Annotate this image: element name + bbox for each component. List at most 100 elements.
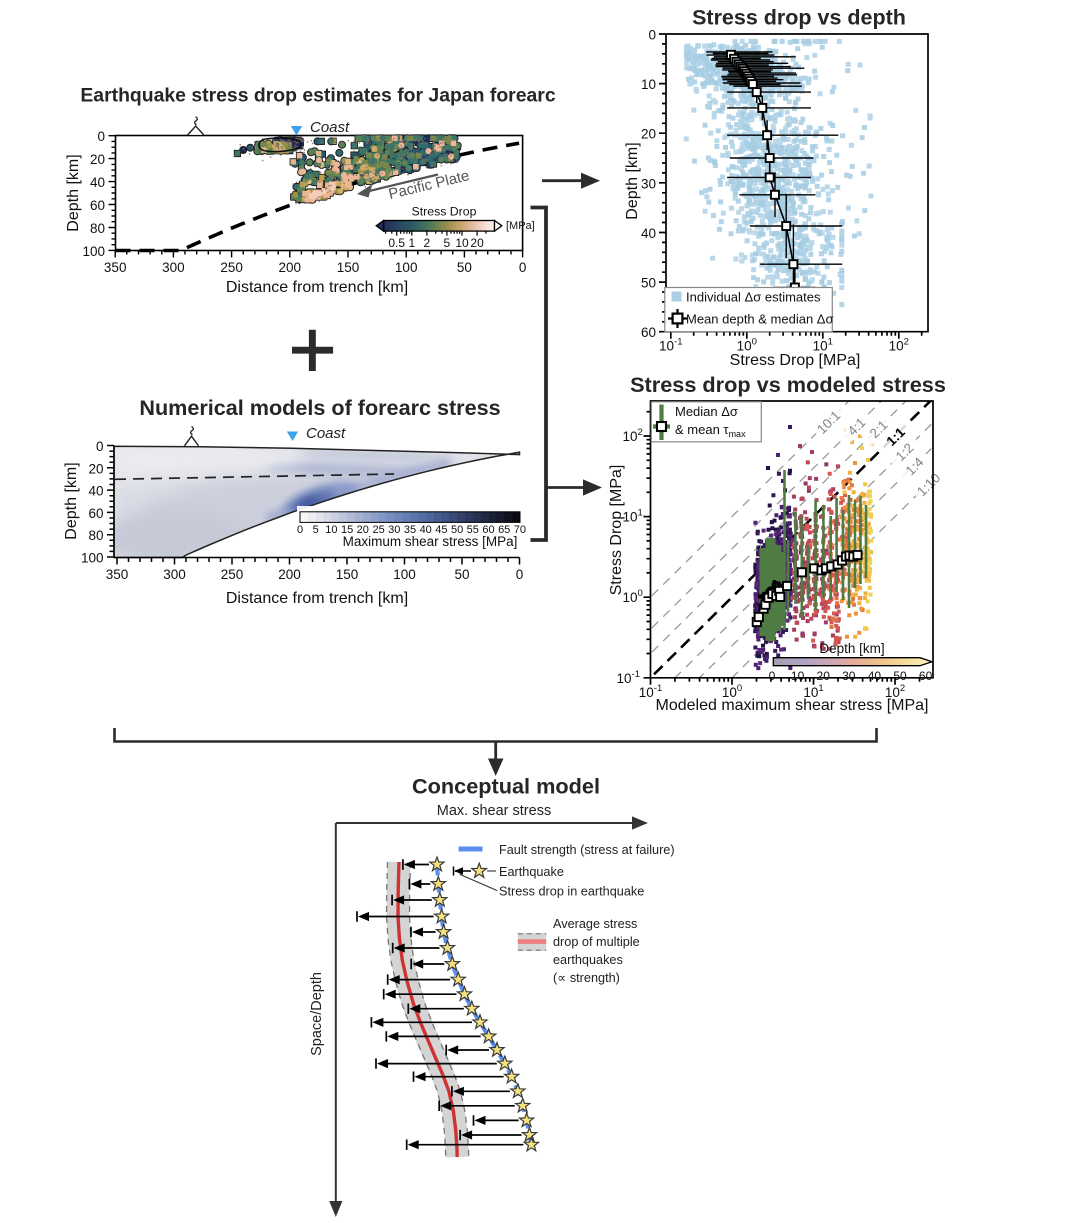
svg-text:70: 70 <box>514 524 526 536</box>
svg-text:Median Δσ: Median Δσ <box>675 404 738 419</box>
svg-text:10: 10 <box>455 236 469 250</box>
svg-text:100: 100 <box>82 244 105 259</box>
svg-text:Conceptual model: Conceptual model <box>412 774 600 799</box>
svg-text:100: 100 <box>395 260 418 275</box>
svg-text:100: 100 <box>81 551 104 566</box>
svg-text:Stress drop vs modeled stress: Stress drop vs modeled stress <box>630 372 946 397</box>
svg-text:200: 200 <box>279 260 302 275</box>
svg-text:& mean τmax: & mean τmax <box>675 422 746 439</box>
svg-text:1: 1 <box>408 236 415 250</box>
svg-text:Mean depth & median Δσ: Mean depth & median Δσ <box>686 312 834 327</box>
svg-text:10-1: 10-1 <box>617 669 640 686</box>
svg-text:350: 350 <box>104 260 127 275</box>
svg-text:Earthquake stress drop estimat: Earthquake stress drop estimates for Jap… <box>80 85 555 107</box>
svg-text:101: 101 <box>623 508 643 525</box>
svg-text:5: 5 <box>313 524 319 536</box>
svg-text:Modeled maximum shear stress [: Modeled maximum shear stress [MPa] <box>656 697 929 714</box>
svg-text:Individual Δσ estimates: Individual Δσ estimates <box>686 290 821 305</box>
svg-text:40: 40 <box>90 175 105 190</box>
svg-text:50: 50 <box>641 276 656 291</box>
svg-text:0: 0 <box>648 28 656 43</box>
svg-text:Space/Depth: Space/Depth <box>309 972 325 1056</box>
svg-text:101: 101 <box>813 336 833 353</box>
svg-text:Depth [km]: Depth [km] <box>65 154 82 231</box>
svg-text:20: 20 <box>357 524 369 536</box>
svg-text:[MPa]: [MPa] <box>506 220 535 232</box>
svg-text:Fault strength (stress at fail: Fault strength (stress at failure) <box>499 843 675 857</box>
svg-text:earthquakes: earthquakes <box>553 953 623 967</box>
svg-text:150: 150 <box>336 567 359 582</box>
svg-text:60: 60 <box>88 506 103 521</box>
svg-text:100: 100 <box>737 336 757 353</box>
svg-text:300: 300 <box>162 260 185 275</box>
svg-text:0: 0 <box>516 567 524 582</box>
svg-text:Maximum shear stress [MPa]: Maximum shear stress [MPa] <box>343 534 518 549</box>
svg-text:350: 350 <box>106 567 129 582</box>
svg-text:40: 40 <box>420 524 432 536</box>
svg-text:25: 25 <box>372 524 384 536</box>
svg-text:250: 250 <box>221 567 244 582</box>
svg-text:20: 20 <box>470 236 484 250</box>
svg-text:20: 20 <box>641 127 656 142</box>
svg-text:Depth [km]: Depth [km] <box>63 462 80 539</box>
svg-text:30: 30 <box>641 176 656 191</box>
svg-text:40: 40 <box>88 484 103 499</box>
svg-text:5: 5 <box>444 236 451 250</box>
svg-text:150: 150 <box>337 260 360 275</box>
svg-text:40: 40 <box>641 226 656 241</box>
svg-text:(∝ strength): (∝ strength) <box>553 971 620 985</box>
svg-text:30: 30 <box>842 669 856 683</box>
svg-text:drop of multiple: drop of multiple <box>553 935 640 949</box>
svg-text:0: 0 <box>769 669 776 683</box>
svg-text:10: 10 <box>641 77 656 92</box>
svg-text:Stress drop in earthquake: Stress drop in earthquake <box>499 885 644 899</box>
svg-text:60: 60 <box>919 669 933 683</box>
svg-text:0: 0 <box>97 129 105 144</box>
svg-text:102: 102 <box>623 427 643 444</box>
svg-text:20: 20 <box>90 152 105 167</box>
svg-text:Stress Drop: Stress Drop <box>412 205 477 219</box>
svg-text:Distance from trench [km]: Distance from trench [km] <box>226 590 408 607</box>
svg-text:80: 80 <box>88 528 103 543</box>
svg-text:35: 35 <box>404 524 416 536</box>
svg-text:Numerical models of forearc st: Numerical models of forearc stress <box>139 395 500 420</box>
svg-text:20: 20 <box>88 461 103 476</box>
svg-text:200: 200 <box>278 567 301 582</box>
svg-text:300: 300 <box>163 567 186 582</box>
svg-text:55: 55 <box>467 524 479 536</box>
svg-text:Coast: Coast <box>306 425 346 442</box>
svg-text:0: 0 <box>96 439 104 454</box>
svg-text:0: 0 <box>297 524 303 536</box>
svg-text:20: 20 <box>817 669 831 683</box>
svg-text:Coast: Coast <box>310 119 350 136</box>
svg-text:Depth [km]: Depth [km] <box>624 142 641 219</box>
svg-text:50: 50 <box>893 669 907 683</box>
svg-text:50: 50 <box>457 260 472 275</box>
svg-text:30: 30 <box>388 524 400 536</box>
svg-text:10: 10 <box>791 669 805 683</box>
svg-text:60: 60 <box>482 524 494 536</box>
svg-text:Stress Drop [MPa]: Stress Drop [MPa] <box>730 352 861 369</box>
svg-text:Stress drop vs depth: Stress drop vs depth <box>692 6 906 30</box>
svg-text:Average stress: Average stress <box>553 917 637 931</box>
svg-text:Earthquake: Earthquake <box>499 865 564 879</box>
svg-text:50: 50 <box>451 524 463 536</box>
svg-text:250: 250 <box>220 260 243 275</box>
svg-text:50: 50 <box>454 567 469 582</box>
svg-text:80: 80 <box>90 221 105 236</box>
svg-text:65: 65 <box>498 524 510 536</box>
svg-text:Depth [km]: Depth [km] <box>819 641 884 656</box>
svg-text:2: 2 <box>424 236 431 250</box>
svg-text:100: 100 <box>393 567 416 582</box>
svg-text:60: 60 <box>90 198 105 213</box>
svg-text:15: 15 <box>341 524 353 536</box>
svg-text:Max. shear stress: Max. shear stress <box>437 803 551 819</box>
svg-text:0: 0 <box>519 260 527 275</box>
svg-text:Stress Drop [MPa]: Stress Drop [MPa] <box>608 465 625 596</box>
svg-text:45: 45 <box>435 524 447 536</box>
svg-text:100: 100 <box>623 588 643 605</box>
svg-text:Distance from trench [km]: Distance from trench [km] <box>226 279 408 296</box>
svg-text:60: 60 <box>641 325 656 340</box>
svg-text:10: 10 <box>325 524 337 536</box>
svg-text:102: 102 <box>889 336 909 353</box>
